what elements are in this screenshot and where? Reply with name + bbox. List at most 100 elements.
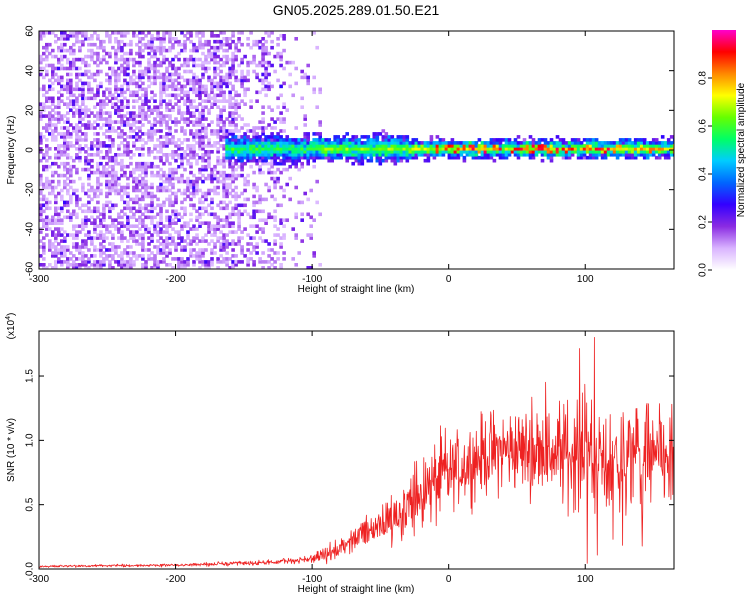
heatmap-cell [45,147,49,151]
heatmap-cell [243,209,247,214]
heatmap-cell [366,144,371,148]
heatmap-cell [171,87,175,92]
heatmap-cell [243,188,247,193]
heatmap-cell [153,81,157,86]
heatmap-cell [390,150,395,154]
heatmap-cell [222,120,226,124]
heatmap-cell [264,135,268,139]
heatmap-cell [165,132,169,136]
heatmap-cell [345,150,349,154]
heatmap-cell [171,42,175,47]
heatmap-cell [279,34,283,38]
heatmap-cell [51,81,55,86]
heatmap-cell [435,150,440,154]
heatmap-cell [186,69,190,74]
heatmap-cell [81,93,85,98]
heatmap-cell [213,45,217,50]
heatmap-cell [105,31,109,35]
heatmap-cell [264,141,268,145]
heatmap-cell [354,153,359,157]
heatmap-cell [132,170,136,175]
heatmap-cell [186,120,190,124]
heatmap-cell [75,155,79,160]
heatmap-cell [432,141,437,145]
heatmap-cell [228,81,232,86]
heatmap-cell [393,161,398,166]
heatmap-cell [207,164,211,169]
heatmap-cell [225,173,229,178]
heatmap-cell [315,179,319,184]
heatmap-cell [315,105,319,109]
heatmap-cell [219,90,223,95]
heatmap-cell [504,153,509,157]
heatmap-cell [402,150,407,154]
heatmap-cell [450,155,455,160]
heatmap-cell [108,224,112,228]
heatmap-cell [609,147,614,151]
heatmap-cell [51,188,55,193]
heatmap-cell [495,147,500,151]
heatmap-cell [75,153,79,157]
heatmap-cell [174,167,178,172]
heatmap-cell [198,63,202,68]
heatmap-cell [147,185,151,190]
heatmap-cell [132,114,136,118]
heatmap-cell [183,263,187,267]
heatmap-cell [135,81,139,86]
heatmap-cell [282,194,286,199]
heatmap-cell [231,60,235,65]
heatmap-cell [39,212,43,217]
heatmap-cell [279,263,283,267]
heatmap-cell [246,257,250,261]
heatmap-cell [405,150,410,154]
heatmap-cell [66,96,70,101]
heatmap-cell [129,48,133,53]
heatmap-cell [105,129,109,133]
heatmap-cell [54,218,58,222]
heatmap-cell [66,215,70,220]
heatmap-cell [207,123,211,127]
heatmap-cell [279,161,283,166]
heatmap-cell [474,147,479,151]
heatmap-cell [102,170,106,175]
heatmap-cell [117,188,121,193]
heatmap-x-ticks: -300 -200 -100 0 100 [29,31,594,285]
heatmap-cell [114,51,118,56]
heatmap-cell [273,215,277,220]
heatmap-cell [57,218,61,222]
heatmap-cell [96,170,100,175]
heatmap-cell [60,37,64,41]
heatmap-cell [141,37,145,41]
heatmap-cell [636,138,641,142]
heatmap-cell [249,141,253,145]
heatmap-cell [540,147,545,151]
heatmap-cell [600,141,605,145]
heatmap-cell [282,158,286,163]
heatmap-cell [543,147,548,151]
heatmap-cell [225,224,229,228]
heatmap-cell [132,120,136,124]
heatmap-cell [657,141,662,145]
heatmap-cell [225,158,229,163]
heatmap-cell [159,99,163,103]
heatmap-cell [216,93,220,98]
heatmap-cell [252,182,256,187]
heatmap-cell [219,144,223,148]
heatmap-cell [81,72,85,77]
heatmap-cell [246,123,250,127]
heatmap-cell [186,182,190,187]
heatmap-cell [243,150,247,154]
heatmap-cell [225,150,229,154]
heatmap-cell [75,147,79,151]
heatmap-cell [261,218,265,222]
heatmap-cell [159,248,163,252]
heatmap-cell [222,236,226,240]
heatmap-cell [354,155,359,160]
heatmap-cell [54,72,58,77]
heatmap-cell [204,126,208,130]
heatmap-cell [126,245,130,249]
heatmap-cell [255,39,259,44]
heatmap-cell [237,158,241,163]
heatmap-cell [51,108,55,112]
heatmap-cell [42,185,46,190]
